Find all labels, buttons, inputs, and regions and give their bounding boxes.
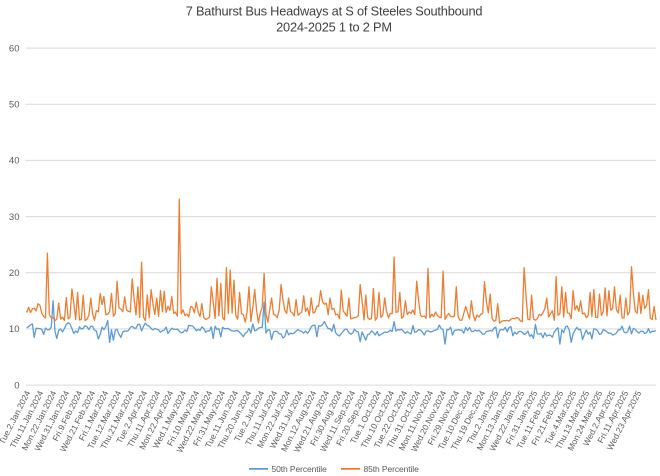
- svg-text:0: 0: [14, 380, 19, 391]
- svg-text:2024-2025 1 to 2 PM: 2024-2025 1 to 2 PM: [276, 19, 392, 34]
- svg-text:7 Bathurst Bus Headways at S o: 7 Bathurst Bus Headways at S of Steeles …: [186, 3, 483, 18]
- svg-text:50th Percentile: 50th Percentile: [272, 464, 328, 474]
- svg-text:10: 10: [9, 324, 20, 335]
- svg-text:40: 40: [9, 156, 20, 167]
- svg-text:30: 30: [9, 212, 20, 223]
- svg-text:85th Percentile: 85th Percentile: [364, 464, 420, 474]
- svg-text:20: 20: [9, 268, 20, 279]
- svg-text:60: 60: [9, 43, 20, 54]
- svg-text:50: 50: [9, 100, 20, 111]
